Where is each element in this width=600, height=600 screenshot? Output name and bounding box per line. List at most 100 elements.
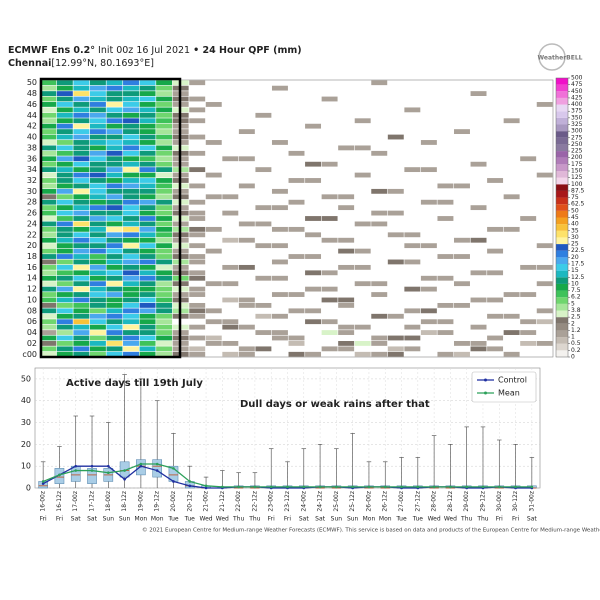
colorbar-label: 0.5 [571,340,581,347]
heatmap-cell [470,161,487,167]
heatmap-cell [156,341,173,346]
heatmap-cell [73,335,90,341]
member-label: 10 [27,295,37,304]
heatmap-cell [156,140,173,145]
heatmap-cell [56,232,73,238]
heatmap-cell [503,351,520,357]
heatmap-cell [255,330,272,335]
heatmap-cell [156,167,173,173]
heatmap-cell [139,319,156,325]
heatmap-cell [40,216,57,221]
heatmap-cell [139,243,156,249]
heatmap-cell [73,302,90,308]
heatmap-cell [89,237,106,243]
heatmap-cell [123,226,139,232]
heatmap-cell [56,270,73,276]
heatmap-cell [189,226,206,232]
heatmap-cell [73,161,90,167]
heatmap-cell [222,237,239,243]
x-tick-label: 19-12z [154,491,161,512]
heatmap-cell [271,205,288,211]
heatmap-cell [123,140,139,145]
colorbar-segment [556,111,568,118]
box [152,459,162,478]
colorbar-segment [556,277,568,284]
heatmap-cell [321,237,338,243]
series-point [318,485,322,489]
heatmap-cell [73,243,90,249]
heatmap-cell [156,237,173,243]
heatmap-cell [40,183,57,189]
heatmap-cell [123,292,139,297]
heatmap-cell [106,243,123,249]
member-label: 20 [27,241,37,250]
heatmap-cell [139,313,156,319]
heatmap-cell [56,313,73,319]
heatmap-cell [205,172,222,178]
heatmap-cell [40,275,57,281]
x-tick-label: 29-12z [479,491,486,512]
heatmap-cell [520,292,537,297]
heatmap-cell [40,281,57,287]
heatmap-cell [354,118,371,124]
heatmap-cell [205,341,222,346]
heatmap-cell [305,319,322,325]
series-point [139,464,143,468]
series-point [74,469,78,472]
heatmap-cell [371,313,388,319]
heatmap-cell [40,91,57,96]
x-tick-label: 23-00z [268,491,275,512]
heatmap-cell [40,226,57,232]
heatmap-cell [371,351,388,357]
colorbar-label: 325 [571,121,583,128]
heatmap-cell [536,281,553,287]
heatmap-cell [156,226,173,232]
heatmap-cell [305,351,322,357]
colorbar-label: 400 [571,101,583,108]
heatmap-cell [73,286,90,292]
series-point [172,480,175,483]
heatmap-cell [156,123,173,129]
heatmap-cell [73,199,90,205]
heatmap-cell [89,210,106,216]
heatmap-cell [189,308,206,314]
heatmap-cell [106,335,123,341]
heatmap-cell [139,199,156,205]
heatmap-cell [89,254,106,259]
heatmap-cell [73,188,90,194]
heatmap-cell [222,341,239,346]
heatmap-cell [238,351,255,357]
series-point [90,469,94,472]
heatmap-cell [321,286,338,292]
heatmap-cell [73,264,90,270]
heatmap-cell [156,351,173,357]
heatmap-cell [454,129,470,135]
weekday-label: Fri [268,516,275,523]
box-panel: 0 10 20 30 40 50 16-00z Fri 16-12z Fri 17-00z Sat 17… [21,367,600,534]
heatmap-cell [56,118,73,124]
colorbar-label: 10 [571,280,579,287]
heatmap-cell [106,118,123,124]
series-point [139,462,143,466]
heatmap-cell [255,112,272,118]
heatmap-cell [189,80,206,86]
heatmap-cell [123,167,139,173]
heatmap-cell [156,259,173,265]
heatmap-cell [156,161,173,167]
heatmap-cell [503,194,520,200]
heatmap-cell [106,205,123,211]
heatmap-cell [89,112,106,118]
member-label: 42 [27,122,37,131]
heatmap-cell [40,254,57,259]
heatmap-cell [321,216,338,221]
heatmap-cell [89,330,106,335]
heatmap-cell [156,281,173,287]
heatmap-cell [205,319,222,325]
series-point [286,485,289,489]
heatmap-cell [89,140,106,145]
heatmap-cell [56,129,73,135]
heatmap-cell [139,210,156,216]
heatmap-cell [123,183,139,189]
heatmap-cell [89,275,106,281]
